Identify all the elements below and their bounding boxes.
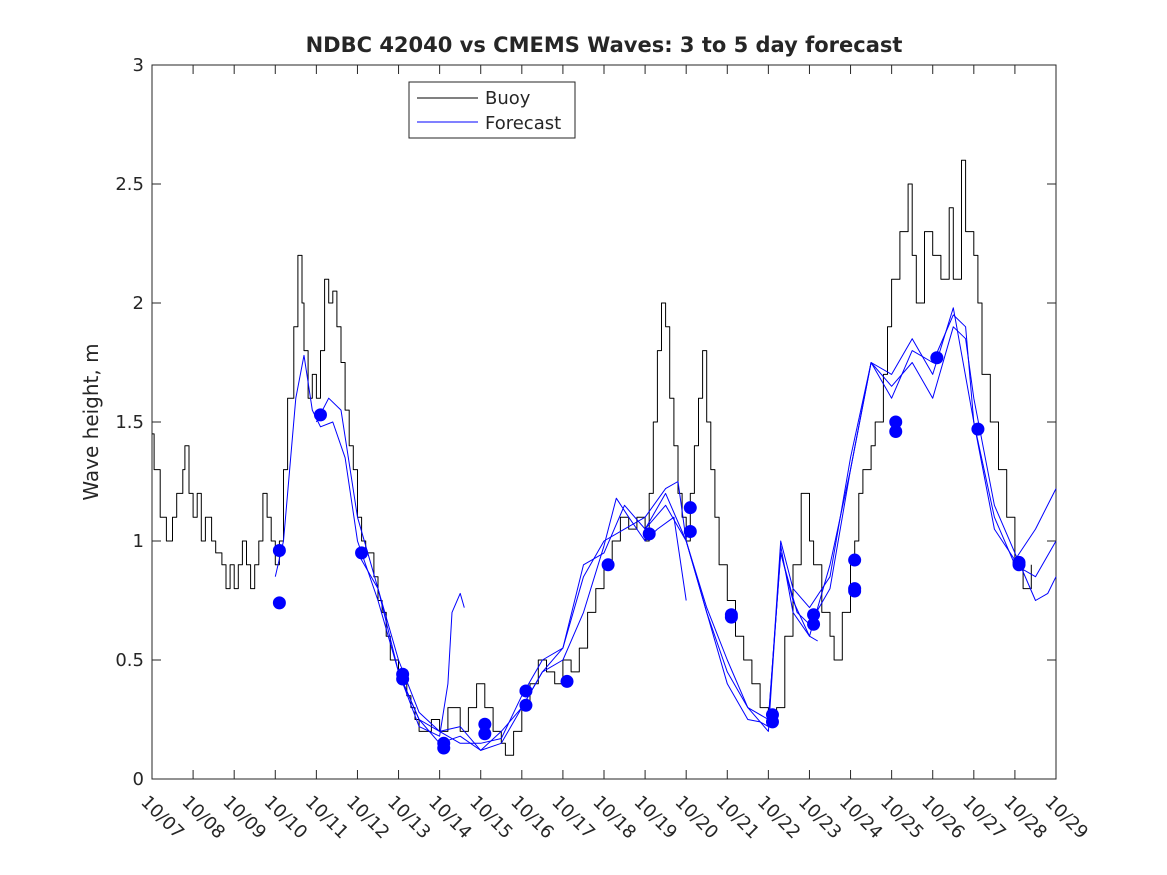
forecast-marker	[437, 741, 451, 755]
forecast-marker	[683, 524, 697, 538]
series-line-forecast-1	[274, 354, 465, 737]
forecast-marker	[519, 684, 533, 698]
forecast-marker	[355, 546, 369, 560]
forecast-marker	[478, 717, 492, 731]
y-tick-label: 3	[133, 55, 144, 76]
series-line-forecast-6	[767, 307, 1057, 720]
forecast-marker	[889, 425, 903, 439]
forecast-marker	[1012, 558, 1026, 572]
series-line-buoy	[152, 159, 1032, 756]
legend: Buoy Forecast	[408, 81, 576, 139]
forecast-marker	[930, 351, 944, 365]
forecast-marker	[683, 501, 697, 515]
y-tick-label: 1	[133, 531, 144, 552]
forecast-marker	[807, 608, 821, 622]
forecast-marker	[313, 408, 327, 422]
forecast-marker	[765, 715, 779, 729]
y-tick-label: 0	[133, 769, 144, 790]
y-tick-label: 2.5	[115, 174, 144, 195]
forecast-marker	[478, 727, 492, 741]
forecast-marker	[971, 422, 985, 436]
forecast-marker	[272, 596, 286, 610]
chart-title: NDBC 42040 vs CMEMS Waves: 3 to 5 day fo…	[306, 33, 903, 57]
forecast-marker	[272, 544, 286, 558]
forecast-marker	[848, 553, 862, 567]
y-tick-label: 1.5	[115, 412, 144, 433]
forecast-marker	[807, 617, 821, 631]
plot-area	[151, 64, 1057, 780]
legend-box	[408, 81, 576, 139]
forecast-marker	[560, 674, 574, 688]
y-tick-label: 2	[133, 293, 144, 314]
forecast-marker	[601, 558, 615, 572]
series-layer	[152, 159, 1057, 756]
forecast-marker	[519, 698, 533, 712]
legend-buoy-label: Buoy	[485, 88, 531, 109]
legend-forecast-label: Forecast	[485, 113, 561, 134]
y-axis-label: Wave height, m	[79, 343, 103, 500]
marker-layer	[272, 351, 1026, 755]
forecast-marker	[724, 610, 738, 624]
series-line-forecast-3	[357, 481, 818, 744]
y-tick-label: 0.5	[115, 650, 144, 671]
forecast-marker	[848, 584, 862, 598]
forecast-marker	[889, 415, 903, 429]
forecast-marker	[396, 672, 410, 686]
forecast-marker	[642, 527, 656, 541]
